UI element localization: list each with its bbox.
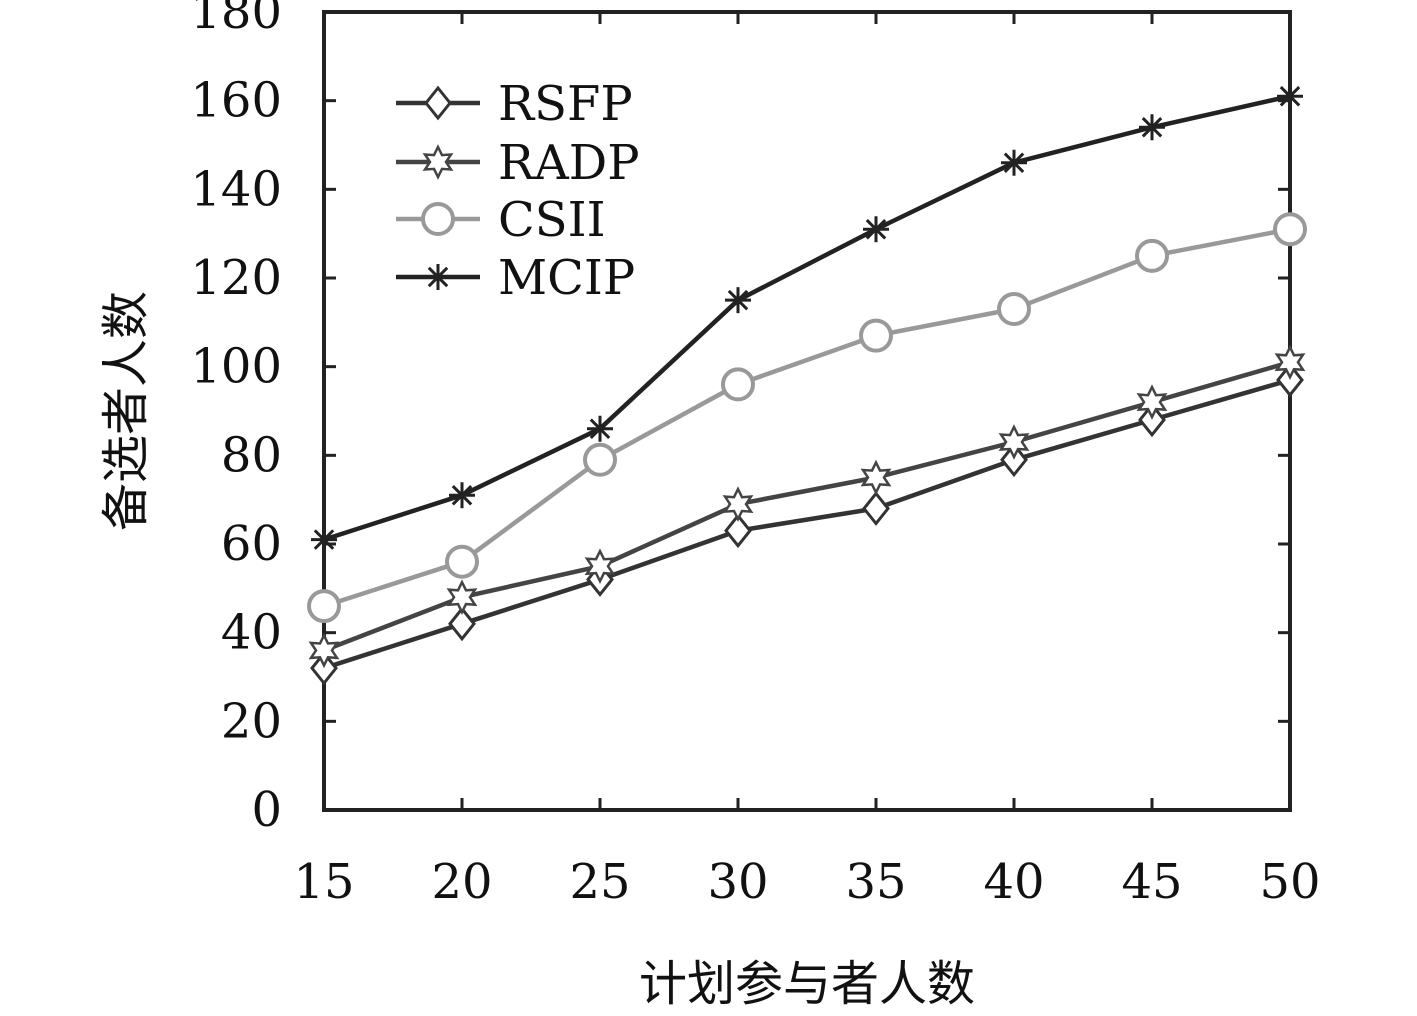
x-axis-ticks: 15 20 25 30 35 40 45 50 <box>293 12 1321 910</box>
data-point-radp <box>722 486 754 522</box>
data-point-radp <box>446 579 478 616</box>
data-point-csii <box>997 292 1031 327</box>
data-point-csii <box>721 367 755 402</box>
y-tick-label: 100 <box>190 339 282 395</box>
data-point-csii <box>583 442 617 477</box>
y-tick-label: 160 <box>190 73 282 129</box>
data-point-mcip <box>1277 83 1303 110</box>
data-point-radp <box>1136 384 1168 420</box>
x-tick-label: 40 <box>983 854 1044 910</box>
data-point-rsfp <box>862 491 890 526</box>
series-line-rsfp <box>323 377 1291 671</box>
y-tick-label: 140 <box>190 161 282 217</box>
data-point-radp <box>308 632 340 669</box>
data-point-mcip <box>725 287 751 314</box>
x-tick-label: 15 <box>293 854 354 910</box>
data-point-csii <box>307 589 341 624</box>
data-point-csii <box>1135 238 1169 273</box>
x-tick-label: 30 <box>707 854 768 910</box>
legend-label-csii: CSII <box>498 192 606 248</box>
y-tick-label: 120 <box>190 250 282 306</box>
legend-marker-csii <box>421 202 455 236</box>
x-tick-label: 20 <box>431 854 492 910</box>
plot-frame <box>322 10 1292 812</box>
x-axis-title: 计划参与者人数 <box>639 956 975 1012</box>
legend-label-mcip: MCIP <box>498 250 635 306</box>
series-layer <box>307 83 1307 686</box>
legend-marker-radp <box>422 144 454 180</box>
y-tick-label: 0 <box>251 782 282 838</box>
x-tick-label: 25 <box>569 854 630 910</box>
x-tick-label: 45 <box>1121 854 1182 910</box>
legend-label-radp: RADP <box>498 135 640 191</box>
legend-marker-mcip <box>425 264 451 290</box>
data-point-mcip <box>449 482 475 509</box>
legend-marker-rsfp <box>424 85 452 121</box>
x-tick-label: 35 <box>845 854 906 910</box>
y-axis-ticks: 0 20 40 60 80 100 120 140 160 180 <box>190 0 1290 838</box>
data-point-mcip <box>587 415 613 442</box>
data-point-radp <box>1274 344 1306 380</box>
data-point-csii <box>859 318 893 353</box>
legend-label-rsfp: RSFP <box>498 76 633 132</box>
data-point-mcip <box>1001 149 1027 176</box>
data-point-radp <box>584 548 616 585</box>
data-point-rsfp <box>448 606 476 642</box>
data-point-mcip <box>863 216 889 243</box>
data-point-radp <box>998 424 1030 460</box>
data-point-mcip <box>1139 114 1165 141</box>
series-line-mcip <box>323 94 1291 542</box>
y-tick-label: 40 <box>221 605 282 661</box>
series-line-csii <box>323 226 1291 609</box>
data-point-radp <box>860 459 892 496</box>
y-axis-title: 备选者人数 <box>98 291 154 531</box>
y-tick-label: 180 <box>190 0 282 40</box>
data-point-mcip <box>311 526 337 553</box>
y-tick-label: 80 <box>221 427 282 483</box>
series-line-radp <box>323 360 1291 653</box>
x-tick-label: 50 <box>1259 854 1320 910</box>
data-point-rsfp <box>724 513 752 549</box>
data-point-csii <box>445 544 479 579</box>
y-tick-label: 20 <box>221 693 282 749</box>
y-tick-label: 60 <box>221 516 282 572</box>
data-point-csii <box>1273 212 1307 247</box>
